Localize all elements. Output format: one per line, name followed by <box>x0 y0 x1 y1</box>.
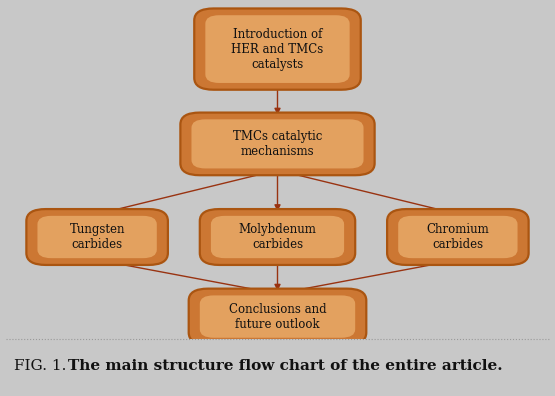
Text: Conclusions and
future outlook: Conclusions and future outlook <box>229 303 326 331</box>
Text: FIG. 1.: FIG. 1. <box>14 359 71 373</box>
FancyBboxPatch shape <box>205 15 350 83</box>
FancyBboxPatch shape <box>37 216 157 258</box>
FancyBboxPatch shape <box>180 112 375 175</box>
Text: Chromium
carbides: Chromium carbides <box>426 223 490 251</box>
FancyBboxPatch shape <box>398 216 517 258</box>
FancyBboxPatch shape <box>26 209 168 265</box>
FancyBboxPatch shape <box>387 209 528 265</box>
FancyBboxPatch shape <box>189 289 366 345</box>
Text: Molybdenum
carbides: Molybdenum carbides <box>239 223 316 251</box>
Text: TMCs catalytic
mechanisms: TMCs catalytic mechanisms <box>233 130 322 158</box>
FancyBboxPatch shape <box>191 119 364 168</box>
Text: Tungsten
carbides: Tungsten carbides <box>69 223 125 251</box>
Text: Introduction of
HER and TMCs
catalysts: Introduction of HER and TMCs catalysts <box>231 28 324 70</box>
FancyBboxPatch shape <box>211 216 344 258</box>
FancyBboxPatch shape <box>200 209 355 265</box>
FancyBboxPatch shape <box>200 295 355 338</box>
Text: The main structure flow chart of the entire article.: The main structure flow chart of the ent… <box>68 359 503 373</box>
FancyBboxPatch shape <box>194 8 361 90</box>
